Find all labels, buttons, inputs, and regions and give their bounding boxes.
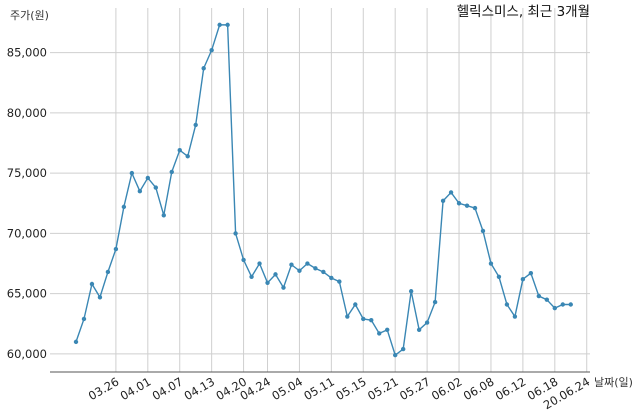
data-point [512, 314, 518, 319]
data-point [241, 257, 246, 263]
x-tick-label: 05.15 [333, 374, 369, 403]
data-point [568, 302, 573, 307]
x-tick-label: 05.11 [301, 374, 337, 403]
data-point [504, 302, 510, 307]
data-point [193, 122, 198, 128]
data-point [400, 346, 406, 352]
data-point [161, 213, 166, 218]
data-point [329, 275, 334, 281]
data-point [129, 170, 135, 176]
data-point [345, 314, 350, 319]
y-tick-label: 85,000 [7, 46, 47, 60]
data-point [416, 327, 422, 333]
data-point [153, 185, 158, 190]
x-tick-label: 04.07 [150, 374, 186, 403]
data-point [377, 331, 382, 336]
data-point [321, 269, 326, 275]
data-point [432, 299, 438, 305]
data-point [496, 274, 502, 279]
y-tick-label: 75,000 [7, 166, 47, 180]
data-point [281, 285, 286, 290]
data-point [408, 289, 414, 294]
data-point [249, 274, 254, 279]
data-point [257, 261, 262, 266]
data-point [353, 302, 358, 307]
y-tick-label: 60,000 [7, 347, 47, 361]
data-point [265, 280, 270, 286]
data-point [177, 148, 182, 153]
data-point [185, 154, 190, 159]
x-axis-label: 날짜(일) [594, 375, 633, 389]
data-point [369, 317, 374, 323]
vertical-gridlines [115, 8, 588, 372]
data-point [552, 305, 557, 311]
data-point [488, 261, 494, 266]
data-point [305, 261, 310, 266]
data-point [361, 316, 366, 322]
data-point [424, 320, 430, 325]
data-point [528, 270, 534, 276]
price-series-line [75, 24, 571, 357]
data-point [297, 268, 302, 273]
x-tick-label: 03.26 [86, 374, 122, 403]
data-point [169, 169, 174, 175]
x-tick-label: 04.13 [182, 374, 218, 403]
data-point [97, 295, 103, 300]
data-point [105, 269, 111, 275]
data-point [145, 175, 151, 181]
chart-title: 헬릭스미스, 최근 3개월 [457, 4, 590, 20]
data-point [225, 22, 230, 28]
data-point [464, 203, 470, 208]
data-point [217, 22, 222, 28]
data-point [480, 228, 486, 234]
data-point [89, 281, 95, 287]
data-point [536, 293, 542, 299]
data-point [113, 246, 119, 252]
x-tick-label: 06.12 [493, 374, 529, 403]
data-point [201, 66, 206, 71]
y-tick-labels: 60,000 65,000 70,000 75,000 80,000 85,000 [7, 46, 47, 361]
data-point [313, 266, 318, 271]
y-tick-label: 65,000 [7, 287, 47, 301]
data-point [273, 272, 278, 277]
horizontal-gridlines [50, 52, 590, 355]
data-point [472, 205, 478, 211]
data-point [385, 327, 390, 333]
data-point [337, 279, 342, 284]
x-tick-label: 05.21 [365, 374, 401, 403]
data-point [209, 47, 214, 53]
data-point [73, 339, 79, 345]
data-point [456, 201, 462, 206]
data-point [233, 231, 238, 236]
x-tick-label: 06.08 [461, 374, 497, 403]
y-tick-label: 80,000 [7, 106, 47, 120]
data-point [520, 276, 526, 282]
x-tick-label: 05.04 [269, 374, 305, 403]
data-point [544, 297, 550, 302]
x-tick-label: 04.01 [118, 374, 154, 403]
y-tick-label: 70,000 [7, 226, 47, 240]
x-tick-labels: 03.2604.0104.0704.1304.2004.2405.0405.11… [86, 374, 592, 412]
y-axis-label: 주가(원) [10, 9, 49, 22]
data-point [560, 302, 565, 307]
data-point [440, 198, 446, 204]
data-point [448, 190, 454, 195]
price-series-points [73, 22, 573, 358]
data-point [393, 352, 398, 358]
data-point [289, 262, 294, 267]
x-tick-label: 05.27 [397, 374, 433, 403]
data-point [81, 316, 87, 322]
x-tick-label: 06.02 [429, 374, 465, 403]
data-point [121, 204, 127, 210]
data-point [137, 189, 143, 194]
